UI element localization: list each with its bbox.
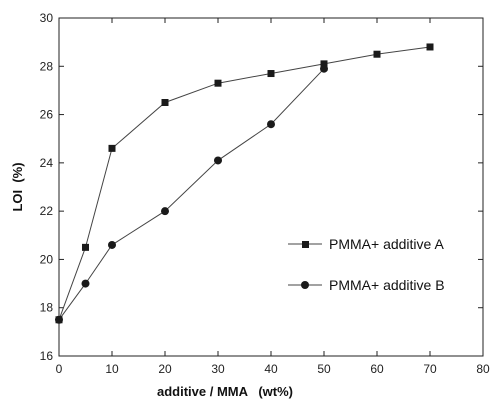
data-point-b — [161, 207, 169, 216]
axis-ticks: 0 10 20 30 40 50 60 70 80 16 18 20 22 24 26 28 30 — [40, 11, 490, 376]
x-axis-label: additive / MMA (wt%) — [157, 384, 293, 399]
x-tick-label: 30 — [211, 362, 225, 376]
data-point-b — [214, 156, 222, 165]
legend-marker-circle — [301, 281, 309, 289]
data-point-a — [108, 144, 116, 152]
data-point-a — [320, 60, 328, 68]
x-tick-label: 50 — [317, 362, 331, 376]
legend: PMMA+ additive A PMMA+ additive B — [288, 236, 445, 293]
legend-label-a: PMMA+ additive A — [329, 236, 444, 252]
data-point-b — [108, 240, 116, 249]
x-tick-label: 10 — [105, 362, 119, 376]
data-point-a — [373, 50, 381, 58]
x-tick-label: 70 — [423, 362, 437, 376]
data-point-a — [82, 243, 89, 251]
y-tick-label: 16 — [40, 349, 54, 363]
y-tick-label: 30 — [40, 11, 54, 25]
y-tick-label: 24 — [40, 156, 54, 170]
data-point-b — [55, 315, 63, 324]
data-point-b — [81, 279, 90, 288]
y-axis-label: LOI (%) — [10, 162, 25, 211]
x-tick-label: 20 — [158, 362, 172, 376]
data-point-b — [267, 120, 275, 129]
y-tick-label: 20 — [40, 252, 54, 266]
x-tick-label: 60 — [370, 362, 384, 376]
legend-marker-square — [302, 241, 309, 248]
y-tick-label: 18 — [40, 301, 54, 315]
series-markers — [55, 43, 434, 324]
data-point-b — [320, 64, 328, 73]
legend-label-b: PMMA+ additive B — [329, 277, 445, 293]
y-tick-label: 28 — [40, 59, 54, 73]
data-point-a — [426, 43, 434, 51]
data-point-a — [161, 99, 169, 106]
y-tick-label: 26 — [40, 108, 54, 122]
x-tick-label: 80 — [476, 362, 490, 376]
data-point-a — [214, 79, 222, 87]
x-tick-label: 40 — [264, 362, 278, 376]
plot-frame — [58, 17, 484, 357]
data-point-a — [267, 70, 275, 78]
x-tick-label: 0 — [56, 362, 63, 376]
series-line-b — [58, 68, 325, 321]
y-tick-label: 22 — [40, 204, 54, 218]
